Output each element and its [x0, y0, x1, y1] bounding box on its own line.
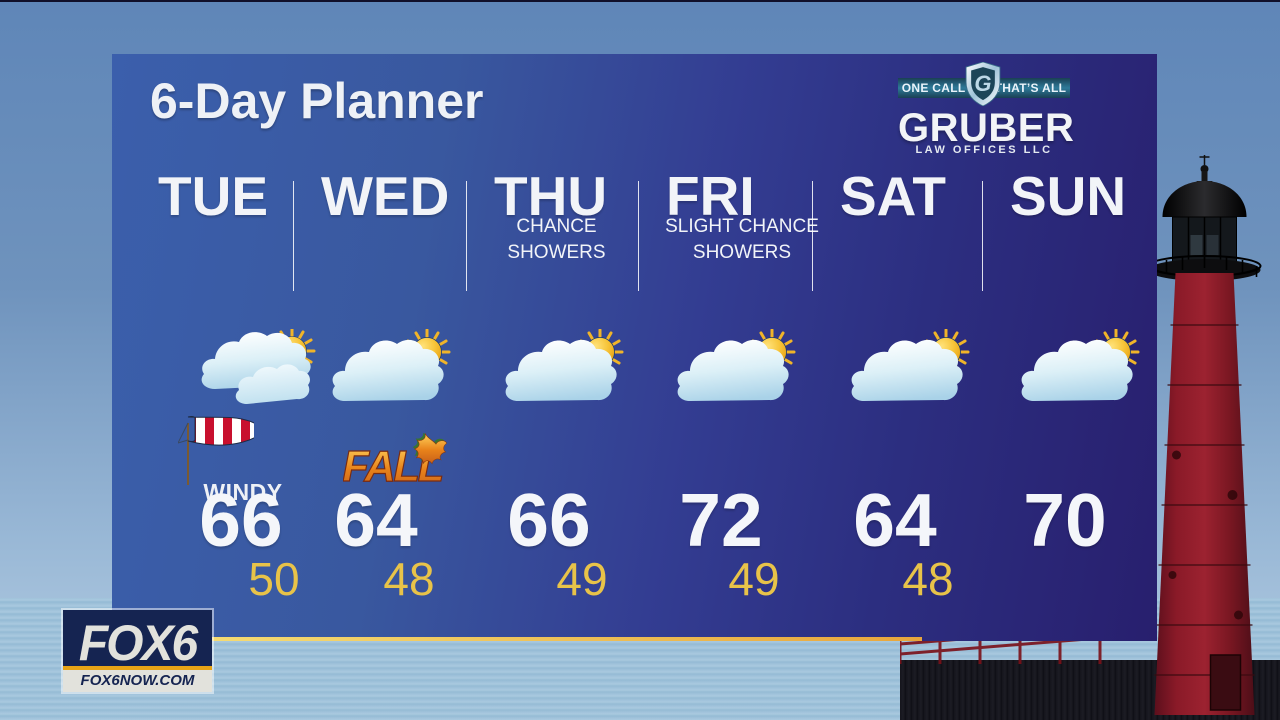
svg-text:G: G	[974, 71, 991, 96]
